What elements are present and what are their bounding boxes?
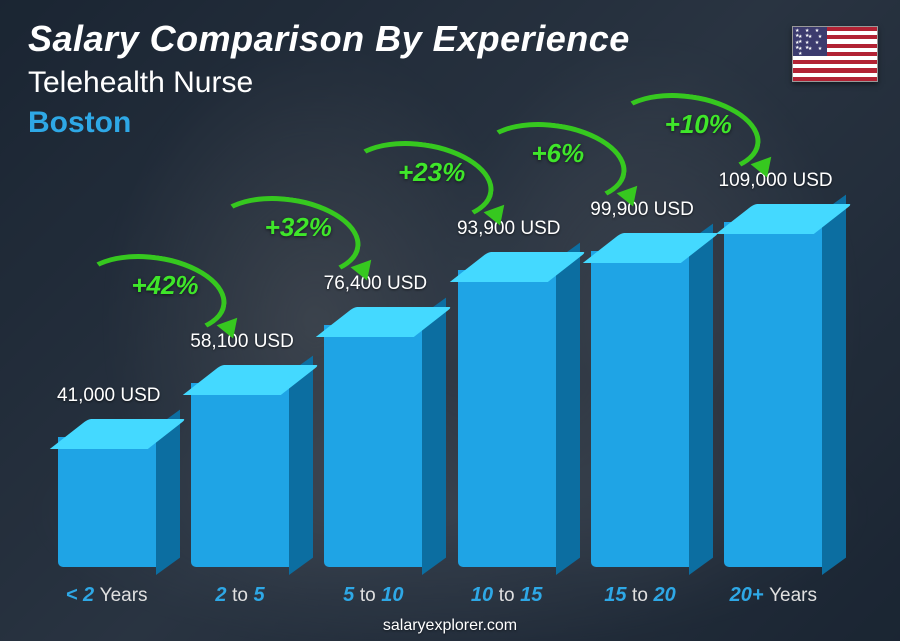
bars-container: 41,000 USD58,100 USD+42%76,400 USD+32%93…: [40, 97, 840, 567]
bar: [591, 251, 689, 567]
bar: [58, 437, 156, 567]
x-tick: 20+ Years: [707, 584, 840, 607]
title-subtitle: Telehealth Nurse: [28, 66, 630, 100]
x-tick: 2 to 5: [173, 584, 306, 607]
x-tick: < 2 Years: [40, 584, 173, 607]
x-axis: < 2 Years2 to 55 to 1010 to 1515 to 2020…: [40, 584, 840, 607]
bar-slot: 58,100 USD+42%: [173, 97, 306, 567]
bar: [191, 383, 289, 567]
x-tick: 15 to 20: [573, 584, 706, 607]
bar-value-label: 41,000 USD: [57, 385, 161, 407]
bar-chart: 41,000 USD58,100 USD+42%76,400 USD+32%93…: [40, 97, 840, 567]
x-tick: 5 to 10: [307, 584, 440, 607]
bar: [458, 270, 556, 567]
bar: [324, 325, 422, 567]
footer-credit: salaryexplorer.com: [0, 617, 900, 635]
bar: [724, 222, 822, 567]
bar-slot: 109,000 USD+10%: [707, 97, 840, 567]
title-main: Salary Comparison By Experience: [28, 18, 630, 60]
infographic-stage: Salary Comparison By Experience Teleheal…: [0, 0, 900, 641]
x-tick: 10 to 15: [440, 584, 573, 607]
flag-us: ★ ★ ★ ★ ★ ★ ★ ★ ★ ★ ★ ★ ★ ★ ★ ★ ★ ★: [792, 26, 878, 82]
